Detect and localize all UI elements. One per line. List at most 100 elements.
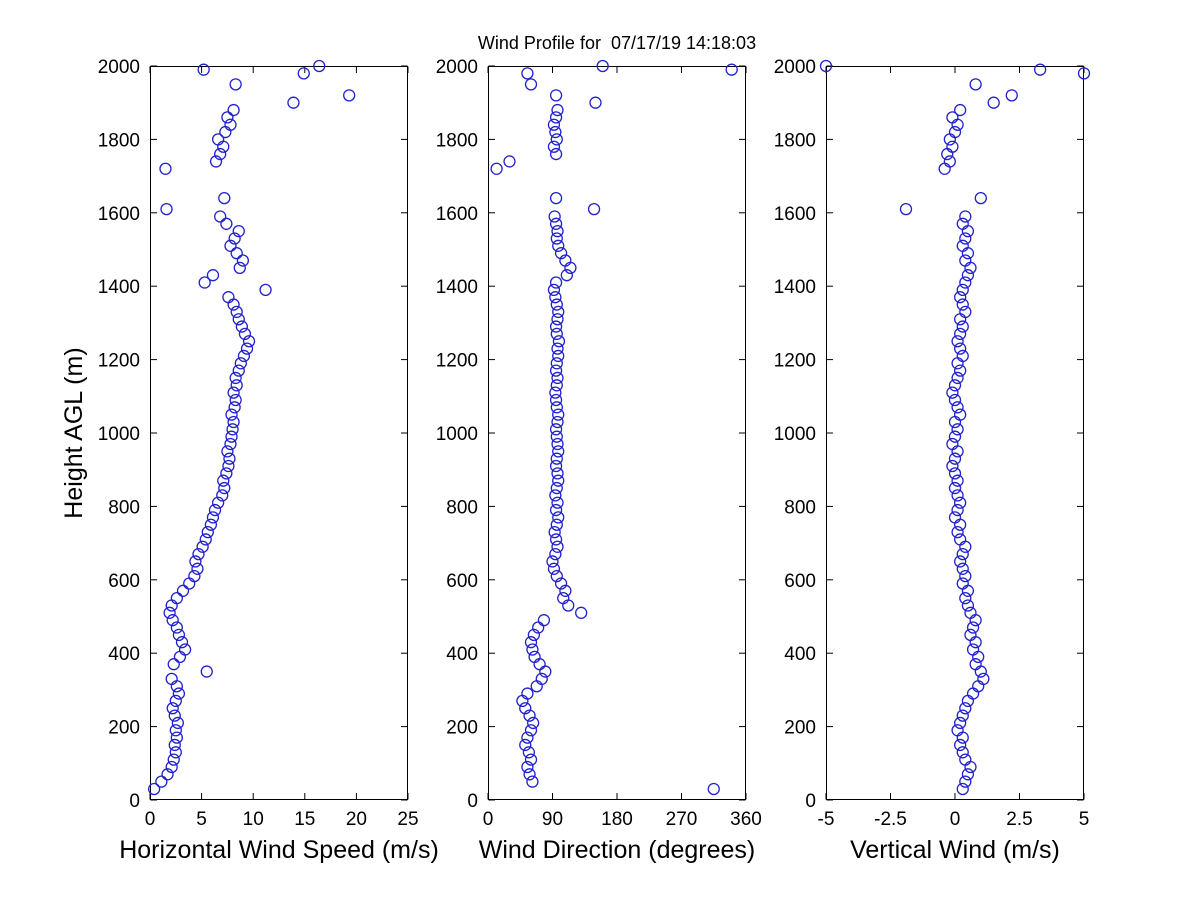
y-tick-label: 1200 <box>436 351 478 372</box>
data-point-marker <box>229 78 242 91</box>
data-point-marker <box>948 393 962 407</box>
data-point-marker <box>964 628 977 641</box>
x-tick-label: 25 <box>397 809 418 830</box>
data-point-marker <box>946 459 959 473</box>
data-point-marker <box>227 298 240 311</box>
data-point-marker <box>519 702 532 715</box>
y-tick-label: 800 <box>784 497 816 518</box>
data-point-marker <box>191 562 204 575</box>
data-point-marker <box>959 254 972 267</box>
data-point-marker <box>549 423 563 436</box>
data-point-marker <box>166 614 179 627</box>
data-point-marker <box>961 224 975 238</box>
data-point-marker <box>961 584 975 597</box>
data-point-marker <box>524 753 538 766</box>
data-point-marker <box>551 437 564 451</box>
data-point-marker <box>550 379 563 392</box>
data-point-marker <box>549 503 563 517</box>
y-tick-label: 400 <box>446 644 478 665</box>
data-point-marker <box>546 555 559 568</box>
y-tick-label: 0 <box>805 791 816 812</box>
data-point-marker <box>549 217 563 230</box>
data-point-marker <box>948 415 962 429</box>
data-point-marker <box>959 276 972 289</box>
data-point-marker <box>524 636 538 649</box>
data-point-marker <box>972 650 985 664</box>
data-point-marker <box>221 111 234 124</box>
data-point-marker <box>527 716 540 730</box>
y-tick-label: 1800 <box>774 130 816 151</box>
data-point-marker <box>951 371 964 385</box>
data-point-marker <box>549 291 562 304</box>
data-point-marker <box>956 731 969 744</box>
data-point-marker <box>549 459 563 473</box>
data-point-marker <box>559 584 572 597</box>
data-point-marker <box>972 680 985 693</box>
data-point-marker <box>954 408 967 421</box>
data-point-marker <box>232 364 245 377</box>
data-point-marker <box>220 217 233 230</box>
subplot-horizontal-wind-speed: 0 5 10 15 20 25 0 200 400 600 800 1000 1200 1400 1600 1… <box>98 57 419 830</box>
data-point-marker <box>1005 89 1018 102</box>
axes-box <box>826 66 1084 800</box>
y-tick-label: 1400 <box>774 277 816 298</box>
data-point-marker <box>956 217 969 230</box>
data-point-marker <box>214 147 227 161</box>
data-point-marker <box>240 342 254 355</box>
data-point-marker <box>503 155 516 168</box>
data-point-marker <box>951 445 964 458</box>
data-point-marker <box>589 96 602 109</box>
figure-title: Wind Profile for 07/17/19 14:18:03 <box>477 33 757 53</box>
data-point-marker <box>951 503 964 517</box>
data-point-marker <box>961 694 975 708</box>
data-point-marker <box>961 269 975 282</box>
data-point-marker <box>549 147 563 161</box>
data-point-marker <box>941 147 954 161</box>
data-point-marker <box>166 702 179 715</box>
data-point-marker <box>232 313 245 326</box>
data-point-marker <box>551 496 564 509</box>
data-point-marker <box>948 430 962 443</box>
y-tick-label: 600 <box>446 571 478 592</box>
data-point-marker <box>547 562 561 575</box>
data-point-marker <box>189 555 202 568</box>
data-point-marker <box>160 202 173 216</box>
data-point-marker <box>959 569 972 583</box>
data-point-marker <box>549 276 563 289</box>
data-point-marker <box>199 533 212 546</box>
data-point-marker <box>227 103 240 117</box>
data-point-marker <box>552 305 565 319</box>
data-point-marker <box>552 474 565 487</box>
data-point-marker <box>964 606 977 619</box>
data-point-marker <box>551 313 564 326</box>
data-point-marker <box>551 540 564 553</box>
data-point-marker <box>554 247 568 260</box>
data-point-marker <box>725 63 738 76</box>
data-point-marker <box>948 125 962 139</box>
data-point-marker <box>948 379 962 392</box>
y-tick-label: 200 <box>446 718 478 739</box>
data-point-marker <box>224 437 237 451</box>
data-point-marker <box>204 518 218 531</box>
data-point-marker <box>954 364 967 377</box>
data-point-marker <box>200 665 213 678</box>
data-point-marker <box>959 210 972 223</box>
data-point-marker <box>549 320 563 333</box>
data-point-marker <box>233 261 246 275</box>
data-point-marker <box>951 423 964 436</box>
data-point-marker <box>220 467 233 480</box>
data-point-marker <box>548 210 561 223</box>
data-point-marker <box>961 768 975 781</box>
y-axis-label: Height AGL (m) <box>60 347 88 519</box>
data-point-marker <box>225 430 238 443</box>
x-tick-label: 0 <box>950 809 961 830</box>
data-point-marker <box>549 547 562 561</box>
data-point-marker <box>956 577 969 590</box>
data-point-marker <box>938 162 951 175</box>
data-point-marker <box>168 738 181 752</box>
y-tick-label: 200 <box>784 718 816 739</box>
data-point-marker <box>819 59 833 73</box>
data-point-marker <box>959 775 972 788</box>
data-point-marker <box>551 342 564 355</box>
data-point-marker <box>192 547 205 561</box>
